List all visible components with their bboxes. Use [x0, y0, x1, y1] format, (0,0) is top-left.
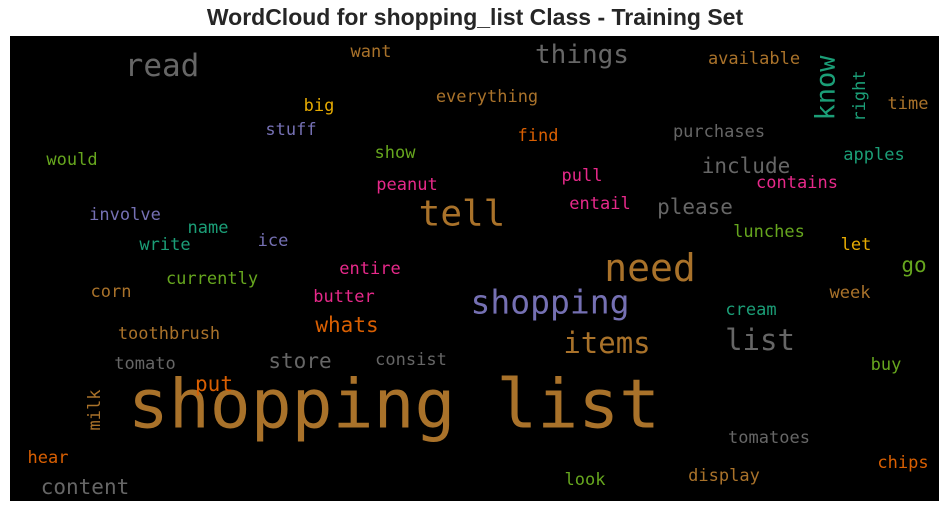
word-right: right	[850, 70, 870, 121]
word-show: show	[375, 143, 417, 163]
word-entire: entire	[339, 259, 400, 279]
word-toothbrush: toothbrush	[118, 324, 220, 344]
word-currently: currently	[166, 269, 258, 289]
word-want: want	[351, 42, 392, 62]
word-tell: tell	[419, 194, 506, 235]
word-look: look	[565, 470, 606, 490]
word-know: know	[811, 55, 842, 121]
word-content: content	[41, 475, 130, 499]
word-cream: cream	[725, 300, 776, 320]
word-pull: pull	[562, 166, 603, 186]
word-ice: ice	[258, 231, 289, 251]
word-week: week	[830, 283, 871, 303]
word-tomatoes: tomatoes	[728, 428, 810, 448]
word-everything: everything	[436, 87, 538, 107]
word-put: put	[195, 372, 233, 396]
wordcloud-canvas: shopping list need shopping tell read items li…	[10, 36, 939, 501]
word-tomato: tomato	[114, 354, 175, 374]
word-name: name	[188, 218, 229, 238]
word-lunches: lunches	[733, 222, 805, 242]
chart-title: WordCloud for shopping_list Class - Trai…	[206, 4, 744, 30]
word-things: things	[535, 40, 629, 70]
word-read: read	[125, 48, 200, 84]
word-would: would	[46, 150, 97, 170]
word-hear: hear	[28, 448, 69, 468]
word-apples: apples	[843, 145, 904, 165]
word-please: please	[657, 195, 733, 219]
word-time: time	[888, 94, 929, 114]
word-whats: whats	[315, 313, 378, 337]
word-milk: milk	[85, 390, 105, 431]
word-items: items	[563, 326, 650, 360]
word-purchases: purchases	[673, 122, 765, 142]
word-entail: entail	[569, 194, 630, 214]
word-need: need	[604, 246, 696, 290]
word-buy: buy	[871, 355, 902, 375]
word-stuff: stuff	[265, 120, 316, 140]
word-involve: involve	[89, 205, 161, 225]
word-available: available	[708, 49, 800, 69]
word-include: include	[702, 154, 791, 178]
word-chips: chips	[877, 453, 928, 473]
word-write: write	[139, 235, 190, 255]
word-consist: consist	[375, 350, 447, 370]
word-contains: contains	[756, 173, 838, 193]
word-store: store	[268, 349, 331, 373]
word-display: display	[688, 466, 760, 486]
word-peanut: peanut	[376, 175, 437, 195]
word-corn: corn	[91, 282, 132, 302]
word-list: list	[725, 323, 795, 357]
word-big: big	[304, 96, 335, 116]
word-let: let	[841, 235, 872, 255]
word-find: find	[518, 126, 559, 146]
word-go: go	[901, 253, 926, 277]
word-shopping: shopping	[471, 283, 630, 322]
word-shopping-list: shopping list	[128, 366, 660, 445]
word-butter: butter	[313, 287, 374, 307]
